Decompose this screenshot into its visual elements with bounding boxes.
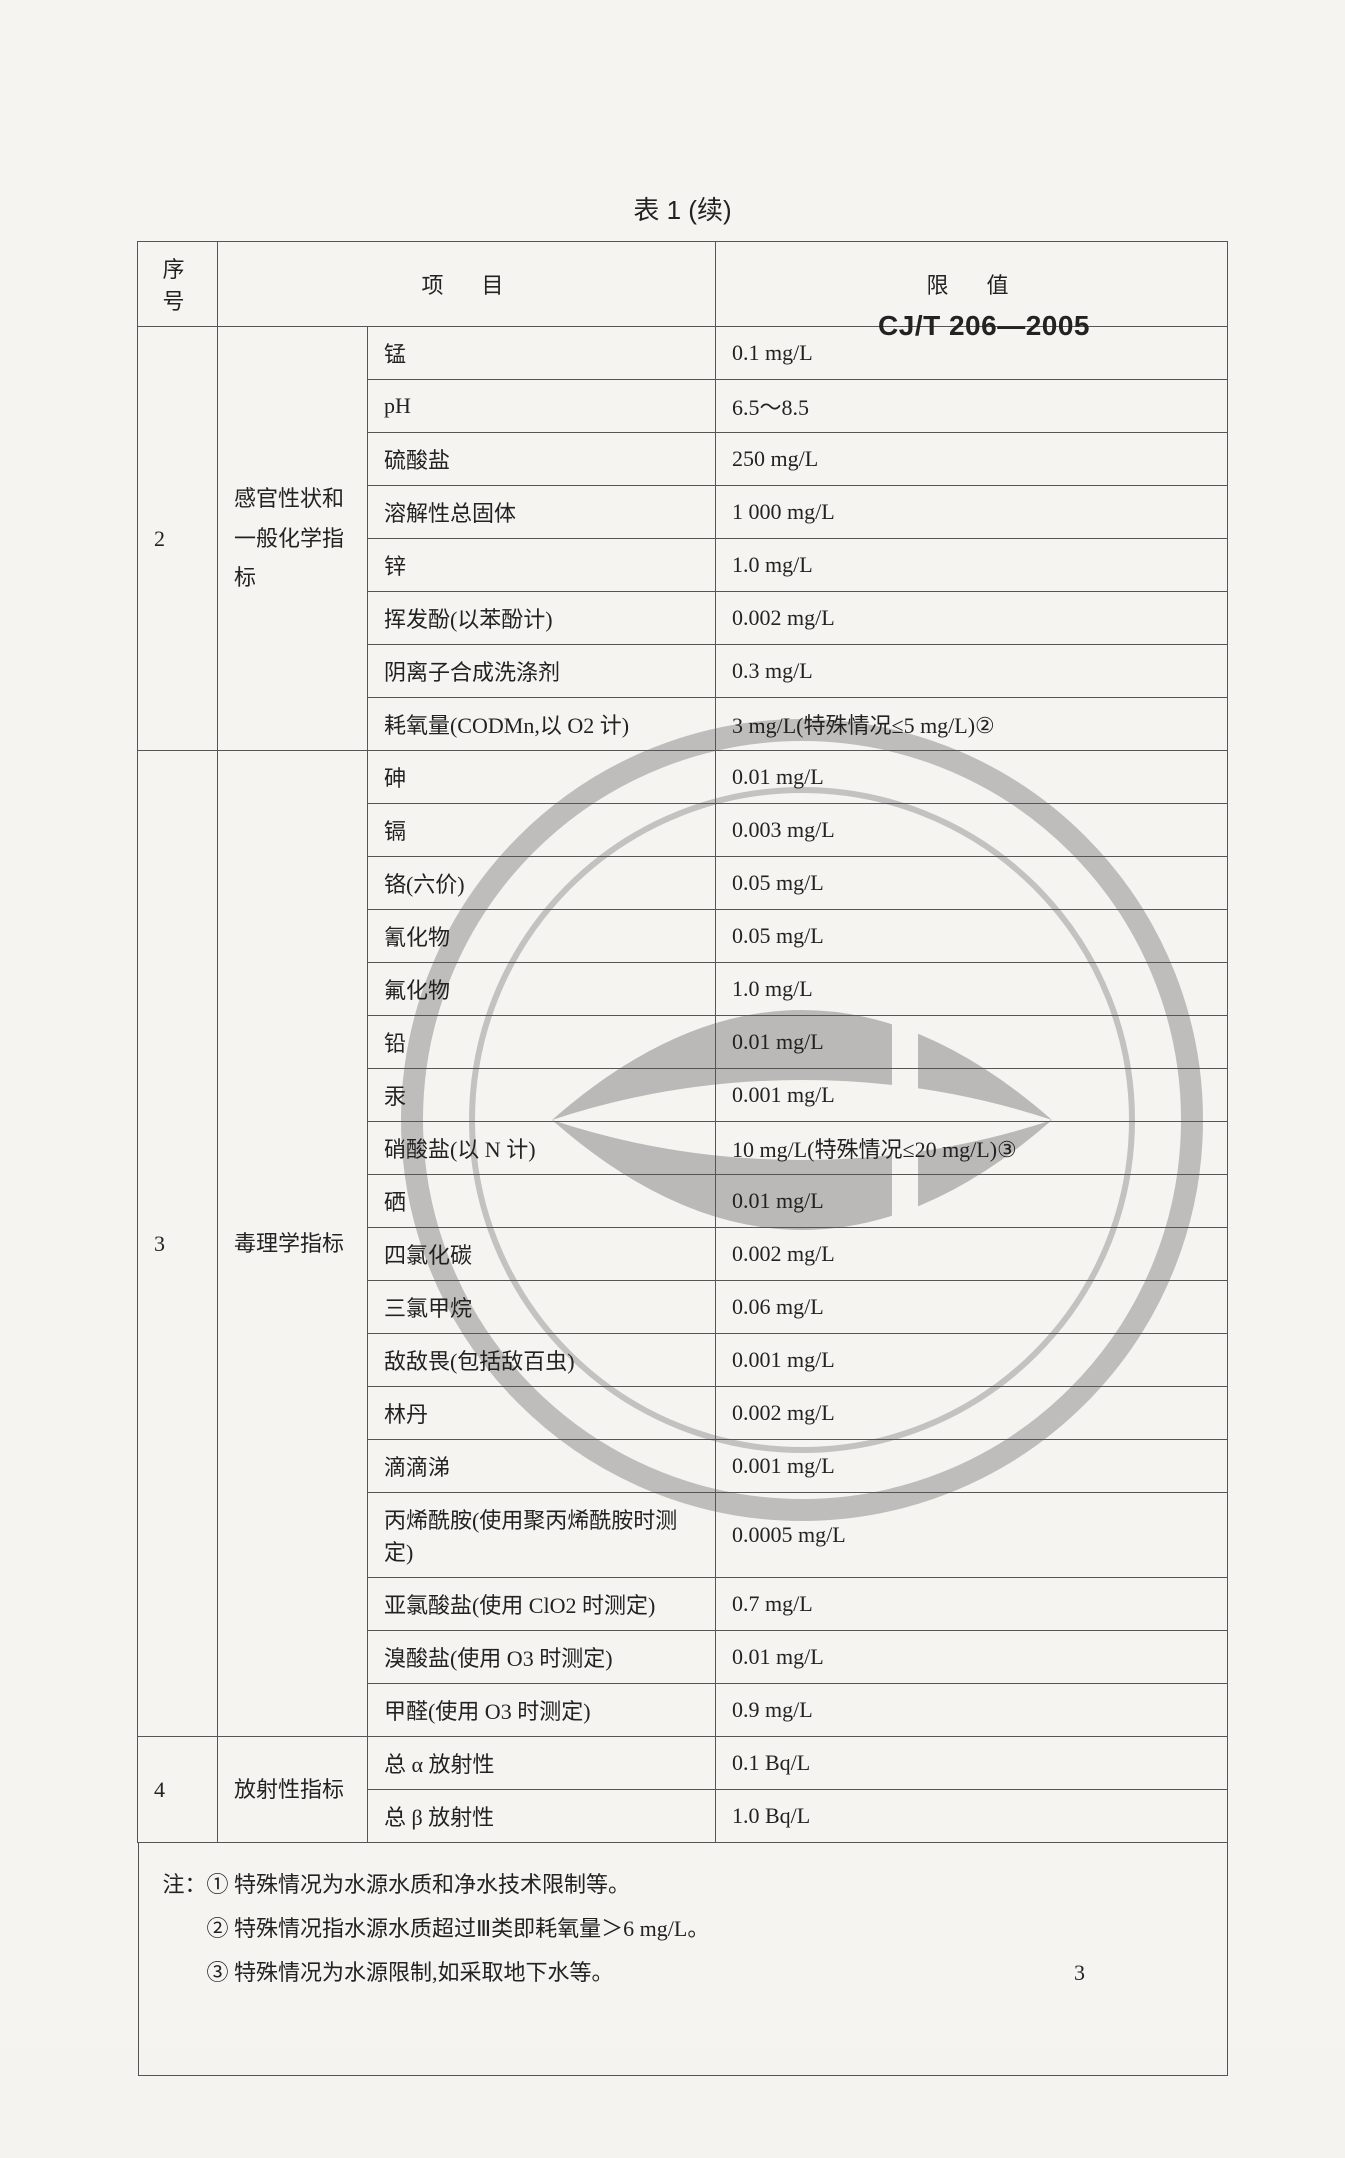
cell-item: 氟化物	[367, 963, 715, 1016]
cell-category: 感官性状和一般化学指标	[217, 327, 367, 751]
cell-item: 三氯甲烷	[367, 1281, 715, 1334]
table-row: 3毒理学指标砷0.01 mg/L	[137, 751, 1227, 804]
cell-item: 挥发酚(以苯酚计)	[367, 592, 715, 645]
cell-category: 放射性指标	[217, 1737, 367, 1843]
cell-category: 毒理学指标	[217, 751, 367, 1737]
cell-item: 敌敌畏(包括敌百虫)	[367, 1334, 715, 1387]
cell-limit: 0.002 mg/L	[716, 1387, 1228, 1440]
cell-item: 镉	[367, 804, 715, 857]
cell-item: 铬(六价)	[367, 857, 715, 910]
page: CJ/T 206—2005 表 1 (续) 序号 项 目 限 值 2感官性状和一…	[0, 0, 1345, 2048]
cell-limit: 1 000 mg/L	[716, 486, 1228, 539]
cell-item: 氰化物	[367, 910, 715, 963]
cell-item: pH	[367, 380, 715, 433]
cell-item: 溶解性总固体	[367, 486, 715, 539]
cell-limit: 0.1 Bq/L	[716, 1737, 1228, 1790]
cell-limit: 0.01 mg/L	[716, 1175, 1228, 1228]
cell-limit: 0.06 mg/L	[716, 1281, 1228, 1334]
cell-item: 丙烯酰胺(使用聚丙烯酰胺时测定)	[367, 1493, 715, 1578]
cell-item: 锌	[367, 539, 715, 592]
cell-limit: 0.9 mg/L	[716, 1684, 1228, 1737]
cell-item: 耗氧量(CODMn,以 O2 计)	[367, 698, 715, 751]
cell-seq: 2	[137, 327, 217, 751]
cell-limit: 0.01 mg/L	[716, 751, 1228, 804]
table-row: 4放射性指标总 α 放射性0.1 Bq/L	[137, 1737, 1227, 1790]
cell-item: 总 β 放射性	[367, 1790, 715, 1843]
cell-limit: 3 mg/L(特殊情况≤5 mg/L)②	[716, 698, 1228, 751]
cell-item: 汞	[367, 1069, 715, 1122]
cell-limit: 10 mg/L(特殊情况≤20 mg/L)③	[716, 1122, 1228, 1175]
cell-limit: 1.0 mg/L	[716, 539, 1228, 592]
cell-item: 砷	[367, 751, 715, 804]
document-code: CJ/T 206—2005	[878, 310, 1090, 342]
cell-item: 硝酸盐(以 N 计)	[367, 1122, 715, 1175]
cell-item: 林丹	[367, 1387, 715, 1440]
cell-item: 亚氯酸盐(使用 ClO2 时测定)	[367, 1578, 715, 1631]
cell-limit: 1.0 Bq/L	[716, 1790, 1228, 1843]
cell-item: 锰	[367, 327, 715, 380]
page-number: 3	[1074, 1960, 1085, 1986]
cell-seq: 3	[137, 751, 217, 1737]
cell-item: 四氯化碳	[367, 1228, 715, 1281]
cell-item: 甲醛(使用 O3 时测定)	[367, 1684, 715, 1737]
cell-limit: 0.002 mg/L	[716, 592, 1228, 645]
cell-limit: 0.7 mg/L	[716, 1578, 1228, 1631]
cell-item: 溴酸盐(使用 O3 时测定)	[367, 1631, 715, 1684]
col-item: 项 目	[217, 242, 715, 327]
note-line: 注：① 特殊情况为水源水质和净水技术限制等。	[163, 1863, 1203, 1907]
cell-seq: 4	[137, 1737, 217, 1843]
cell-item: 阴离子合成洗涤剂	[367, 645, 715, 698]
cell-item: 铅	[367, 1016, 715, 1069]
cell-item: 滴滴涕	[367, 1440, 715, 1493]
cell-item: 总 α 放射性	[367, 1737, 715, 1790]
cell-item: 硒	[367, 1175, 715, 1228]
cell-limit: 6.5～8.5	[716, 380, 1228, 433]
cell-limit: 250 mg/L	[716, 433, 1228, 486]
table-caption: 表 1 (续)	[130, 190, 1235, 227]
cell-limit: 0.001 mg/L	[716, 1334, 1228, 1387]
note-line: ③ 特殊情况为水源限制,如采取地下水等。	[163, 1951, 1203, 1995]
note-line: ② 特殊情况指水源水质超过Ⅲ类即耗氧量＞6 mg/L。	[163, 1907, 1203, 1951]
cell-limit: 0.001 mg/L	[716, 1440, 1228, 1493]
table-notes: 注：① 特殊情况为水源水质和净水技术限制等。 ② 特殊情况指水源水质超过Ⅲ类即耗…	[138, 1843, 1228, 2076]
cell-limit: 0.05 mg/L	[716, 857, 1228, 910]
col-seq: 序号	[137, 242, 217, 327]
cell-limit: 0.3 mg/L	[716, 645, 1228, 698]
cell-item: 硫酸盐	[367, 433, 715, 486]
cell-limit: 0.01 mg/L	[716, 1631, 1228, 1684]
cell-limit: 0.0005 mg/L	[716, 1493, 1228, 1578]
cell-limit: 0.01 mg/L	[716, 1016, 1228, 1069]
cell-limit: 1.0 mg/L	[716, 963, 1228, 1016]
cell-limit: 0.001 mg/L	[716, 1069, 1228, 1122]
standards-table: 序号 项 目 限 值 2感官性状和一般化学指标锰0.1 mg/LpH6.5～8.…	[137, 241, 1228, 1843]
cell-limit: 0.002 mg/L	[716, 1228, 1228, 1281]
cell-limit: 0.003 mg/L	[716, 804, 1228, 857]
cell-limit: 0.05 mg/L	[716, 910, 1228, 963]
